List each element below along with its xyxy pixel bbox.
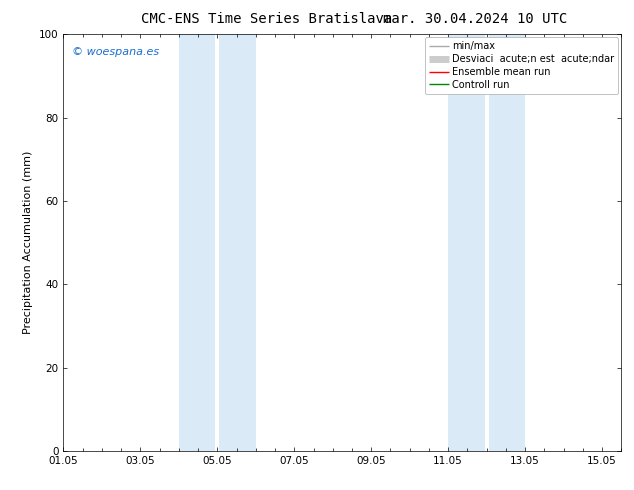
Text: CMC-ENS Time Series Bratislava: CMC-ENS Time Series Bratislava xyxy=(141,12,392,26)
Bar xyxy=(219,34,256,451)
Legend: min/max, Desviaci  acute;n est  acute;ndar, Ensemble mean run, Controll run: min/max, Desviaci acute;n est acute;ndar… xyxy=(425,37,618,94)
Text: mar. 30.04.2024 10 UTC: mar. 30.04.2024 10 UTC xyxy=(384,12,567,26)
Bar xyxy=(489,34,525,451)
Text: © woespana.es: © woespana.es xyxy=(72,47,159,57)
Y-axis label: Precipitation Accumulation (mm): Precipitation Accumulation (mm) xyxy=(23,151,34,334)
Bar xyxy=(448,34,485,451)
Bar xyxy=(179,34,216,451)
